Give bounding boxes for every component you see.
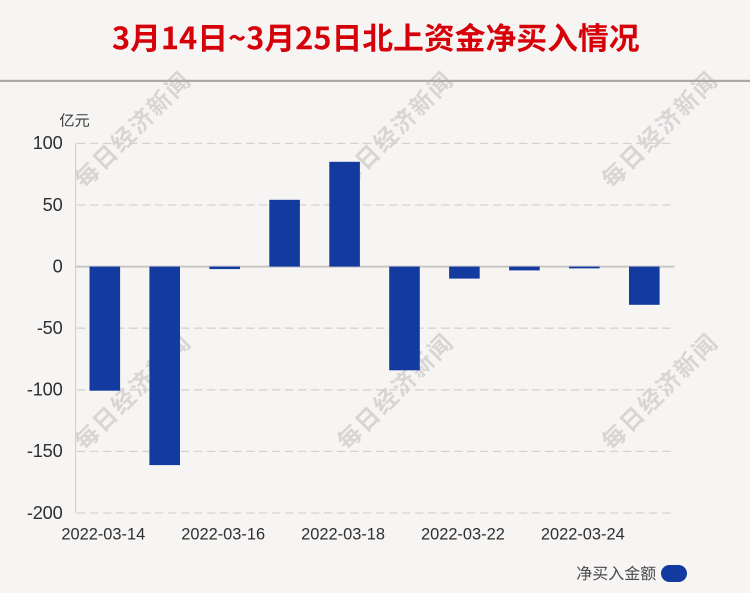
svg-text:2022-03-24: 2022-03-24: [541, 525, 625, 543]
svg-text:100: 100: [33, 133, 63, 153]
svg-text:-150: -150: [27, 441, 63, 461]
svg-text:2022-03-22: 2022-03-22: [421, 525, 505, 543]
svg-text:50: 50: [43, 195, 63, 215]
svg-text:2022-03-16: 2022-03-16: [181, 525, 265, 543]
svg-text:2022-03-14: 2022-03-14: [61, 525, 145, 543]
svg-text:-200: -200: [27, 503, 63, 523]
svg-text:0: 0: [53, 256, 63, 276]
svg-text:-50: -50: [37, 318, 63, 338]
svg-text:-100: -100: [27, 380, 63, 400]
svg-text:2022-03-18: 2022-03-18: [301, 525, 385, 543]
